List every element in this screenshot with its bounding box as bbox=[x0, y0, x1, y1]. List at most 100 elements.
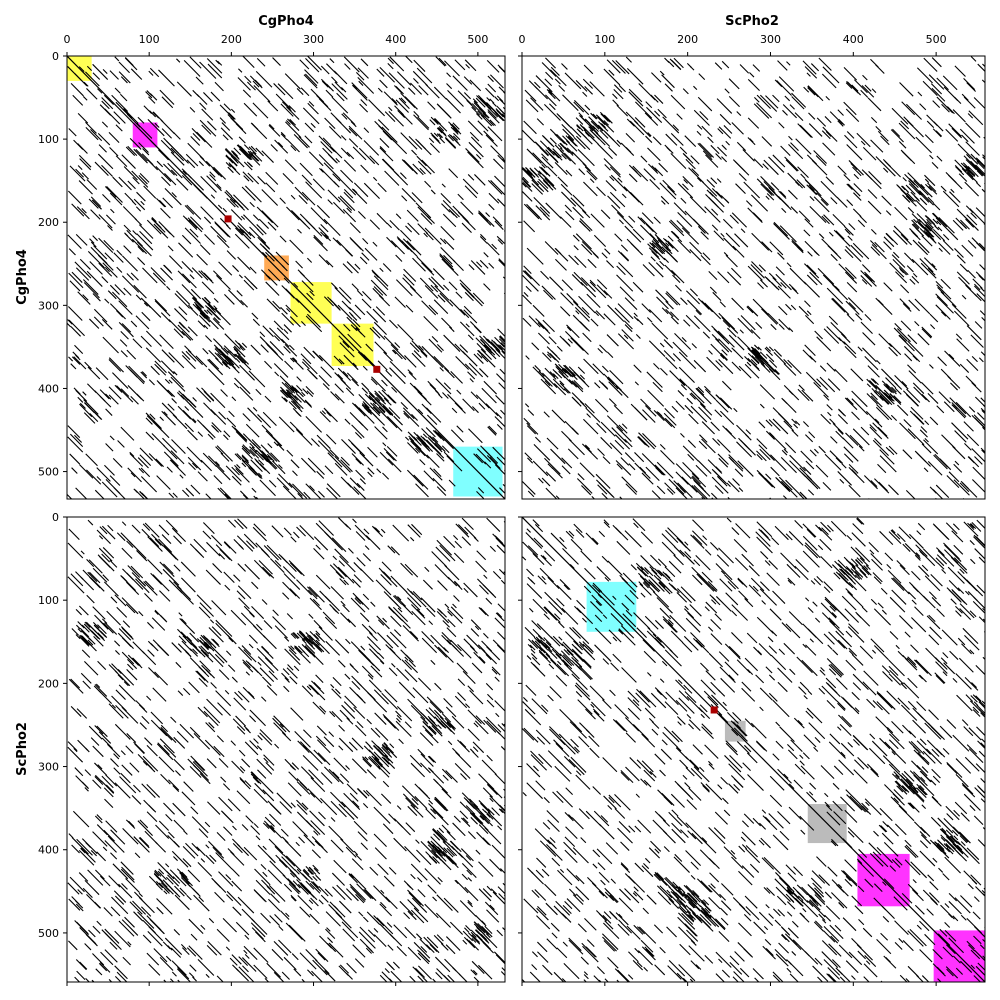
similarity-dash bbox=[330, 586, 344, 600]
similarity-dash bbox=[663, 257, 669, 263]
similarity-dash bbox=[433, 468, 442, 477]
similarity-dash bbox=[74, 434, 83, 443]
similarity-dash bbox=[532, 460, 549, 477]
similarity-dash bbox=[765, 473, 772, 480]
similarity-dash bbox=[274, 914, 283, 923]
similarity-dash bbox=[717, 128, 724, 135]
similarity-dash bbox=[110, 758, 119, 768]
similarity-dash bbox=[196, 846, 206, 856]
cluster-dash bbox=[251, 446, 258, 453]
similarity-dash bbox=[436, 934, 444, 942]
similarity-dash bbox=[267, 269, 281, 282]
similarity-dash bbox=[137, 116, 145, 124]
similarity-dash bbox=[953, 479, 970, 496]
similarity-dash bbox=[888, 484, 899, 496]
cluster-dash bbox=[291, 385, 300, 394]
similarity-dash bbox=[296, 376, 302, 382]
similarity-dash bbox=[583, 64, 594, 75]
similarity-dash bbox=[146, 952, 160, 966]
similarity-dash bbox=[349, 412, 364, 426]
similarity-dash bbox=[203, 402, 216, 416]
similarity-dash bbox=[623, 320, 633, 330]
similarity-dash bbox=[559, 216, 572, 228]
similarity-dash bbox=[498, 893, 505, 901]
similarity-dash bbox=[158, 820, 169, 831]
similarity-dash bbox=[210, 91, 221, 102]
similarity-dash bbox=[503, 230, 505, 233]
similarity-dash bbox=[388, 111, 404, 127]
similarity-dash bbox=[187, 869, 201, 883]
similarity-dash bbox=[527, 457, 534, 464]
similarity-dash bbox=[301, 174, 313, 186]
similarity-dash bbox=[319, 411, 331, 423]
similarity-dash bbox=[359, 103, 369, 113]
similarity-dash bbox=[718, 358, 734, 375]
similarity-dash bbox=[337, 304, 353, 320]
similarity-dash bbox=[805, 460, 815, 470]
similarity-dash bbox=[101, 97, 114, 110]
similarity-dash bbox=[219, 487, 232, 499]
similarity-dash bbox=[355, 469, 366, 480]
similarity-dash bbox=[192, 888, 200, 896]
similarity-dash bbox=[489, 456, 498, 465]
similarity-dash bbox=[417, 889, 426, 898]
similarity-dash bbox=[682, 183, 689, 191]
cluster-dash bbox=[954, 165, 963, 173]
similarity-dash bbox=[896, 404, 909, 416]
similarity-dash bbox=[82, 887, 93, 898]
cluster-dash bbox=[289, 387, 295, 392]
similarity-dash bbox=[168, 255, 183, 270]
similarity-dash bbox=[860, 270, 877, 287]
similarity-dash bbox=[470, 619, 482, 630]
similarity-dash bbox=[731, 297, 744, 311]
similarity-dash bbox=[864, 271, 876, 283]
similarity-dash bbox=[216, 735, 224, 743]
similarity-dash bbox=[731, 361, 742, 372]
similarity-dash bbox=[624, 438, 633, 448]
similarity-dash bbox=[218, 553, 226, 560]
similarity-dash bbox=[168, 379, 173, 384]
similarity-dash bbox=[742, 149, 755, 162]
similarity-dash bbox=[787, 359, 802, 375]
similarity-dash bbox=[940, 368, 952, 380]
similarity-dash bbox=[261, 150, 274, 163]
similarity-dash bbox=[874, 437, 882, 446]
similarity-dash bbox=[324, 616, 338, 630]
similarity-dash bbox=[94, 489, 105, 499]
similarity-dash bbox=[176, 290, 191, 305]
similarity-dash bbox=[206, 58, 223, 74]
similarity-dash bbox=[573, 271, 588, 287]
similarity-dash bbox=[215, 544, 233, 562]
cluster-dash bbox=[901, 185, 910, 193]
similarity-dash bbox=[149, 413, 156, 420]
similarity-dash bbox=[121, 547, 133, 559]
similarity-dash bbox=[97, 132, 111, 146]
similarity-dash bbox=[726, 482, 731, 487]
similarity-dash bbox=[168, 319, 186, 336]
similarity-dash bbox=[701, 421, 715, 435]
similarity-dash bbox=[215, 619, 233, 637]
similarity-dash bbox=[727, 480, 740, 493]
similarity-dash bbox=[931, 162, 939, 169]
similarity-dash bbox=[770, 323, 777, 331]
cluster-dash bbox=[476, 95, 488, 107]
similarity-dash bbox=[197, 320, 206, 328]
similarity-dash bbox=[232, 825, 237, 831]
similarity-dash bbox=[768, 272, 777, 281]
similarity-dash bbox=[500, 342, 505, 348]
similarity-dash bbox=[355, 724, 367, 737]
cluster-dash bbox=[228, 162, 237, 171]
similarity-dash bbox=[560, 306, 571, 317]
cluster-dash bbox=[241, 445, 249, 453]
similarity-dash bbox=[586, 413, 591, 418]
similarity-dash bbox=[791, 96, 805, 110]
similarity-dash bbox=[109, 192, 123, 206]
similarity-dash bbox=[761, 308, 778, 325]
similarity-dash bbox=[441, 203, 451, 213]
similarity-dash bbox=[150, 643, 159, 652]
similarity-dash bbox=[90, 196, 102, 207]
similarity-dash bbox=[848, 222, 856, 231]
similarity-dash bbox=[87, 250, 106, 269]
similarity-dash bbox=[971, 448, 985, 463]
similarity-dash bbox=[265, 342, 279, 356]
